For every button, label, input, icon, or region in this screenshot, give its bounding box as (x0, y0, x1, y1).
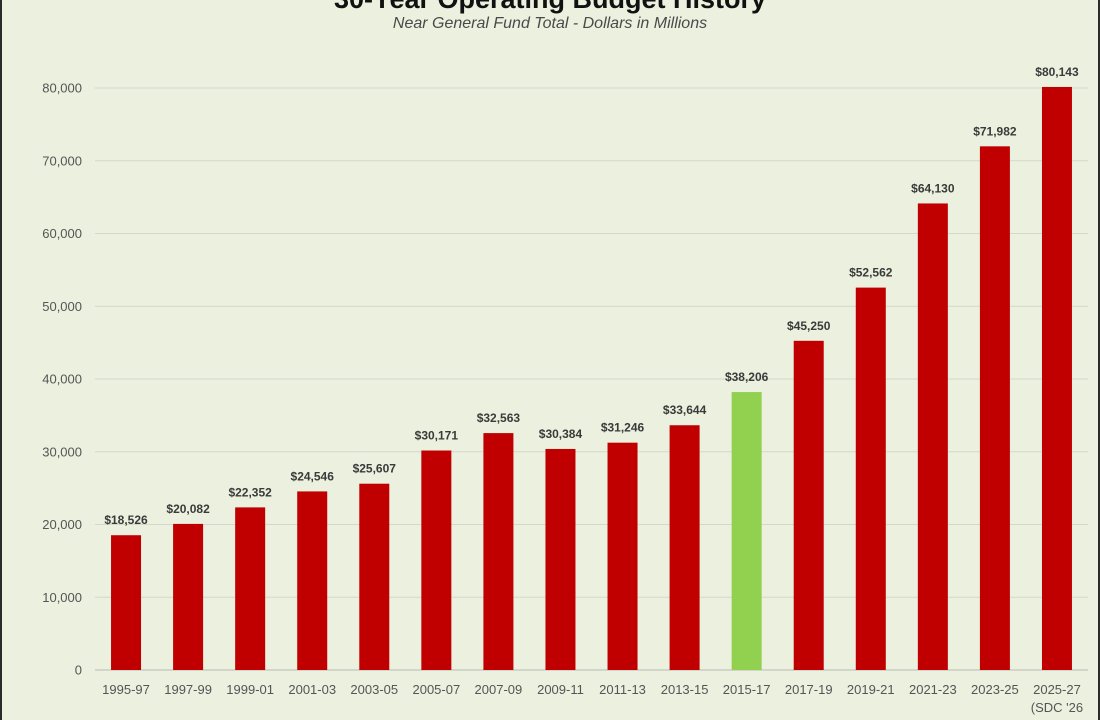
x-tick-label: 2009-11 (537, 682, 584, 697)
y-tick-label: 50,000 (42, 299, 82, 314)
data-label: $22,352 (228, 485, 272, 499)
data-label: $71,982 (973, 124, 1017, 138)
bar (421, 450, 452, 670)
y-tick-label: 70,000 (42, 153, 82, 168)
y-tick-label: 10,000 (42, 590, 82, 605)
y-tick-label: 80,000 (42, 81, 82, 96)
bar (483, 433, 514, 670)
x-tick-label: 2011-13 (599, 682, 646, 697)
y-tick-label: 0 (75, 663, 82, 678)
data-label: $30,171 (415, 429, 459, 443)
bar (669, 425, 700, 670)
x-tick-label: 2007-09 (475, 682, 523, 697)
right-border (1098, 0, 1100, 720)
x-tick-label: 2001-03 (288, 682, 336, 697)
x-tick-label: 1999-01 (226, 682, 274, 697)
y-tick-label: 60,000 (42, 226, 82, 241)
bar (979, 146, 1010, 671)
bar (173, 523, 204, 670)
data-label: $38,206 (725, 370, 769, 384)
x-tick-label: 2025-27 (1033, 682, 1081, 697)
data-label: $18,526 (104, 513, 148, 527)
x-tick-label: 2019-21 (847, 682, 895, 697)
y-tick-label: 40,000 (42, 372, 82, 387)
data-label: $33,644 (663, 403, 707, 417)
data-label: $31,246 (601, 421, 645, 435)
bar (855, 287, 886, 670)
data-label: $52,562 (849, 266, 893, 280)
data-label: $45,250 (787, 319, 831, 333)
y-tick-label: 20,000 (42, 517, 82, 532)
bar (793, 340, 824, 670)
x-tick-label: 2015-17 (723, 682, 771, 697)
x-tick-label: 2017-19 (785, 682, 833, 697)
data-label: $64,130 (911, 181, 955, 195)
data-label: $30,384 (539, 427, 583, 441)
x-tick-label: 1995-97 (102, 682, 150, 697)
x-tick-label: 2021-23 (909, 682, 957, 697)
x-tick-label: 2013-15 (661, 682, 709, 697)
x-tick-label: 2005-07 (412, 682, 460, 697)
bar (359, 483, 390, 670)
data-label: $24,546 (291, 469, 335, 483)
bar (297, 491, 328, 670)
x-tick-label: 1997-99 (164, 682, 212, 697)
left-border (0, 0, 2, 720)
data-label: $25,607 (353, 462, 397, 476)
x-tick-label: 2003-05 (350, 682, 398, 697)
bar (111, 535, 142, 670)
bar (1041, 86, 1072, 671)
bar (917, 203, 948, 670)
y-tick-label: 30,000 (42, 444, 82, 459)
bar (731, 392, 762, 670)
data-label: $32,563 (477, 411, 521, 425)
bar (545, 448, 576, 670)
bar (235, 507, 266, 670)
x-tick-label: 2023-25 (971, 682, 1019, 697)
data-label: $20,082 (166, 502, 210, 516)
data-label: $80,143 (1035, 65, 1079, 79)
chart-subtitle: Near General Fund Total - Dollars in Mil… (392, 15, 708, 32)
bar (607, 442, 638, 670)
chart-title: 30-Year Operating Budget History (0, 0, 1100, 15)
x-tick-label-extra: (SDC '26 (1031, 700, 1083, 715)
